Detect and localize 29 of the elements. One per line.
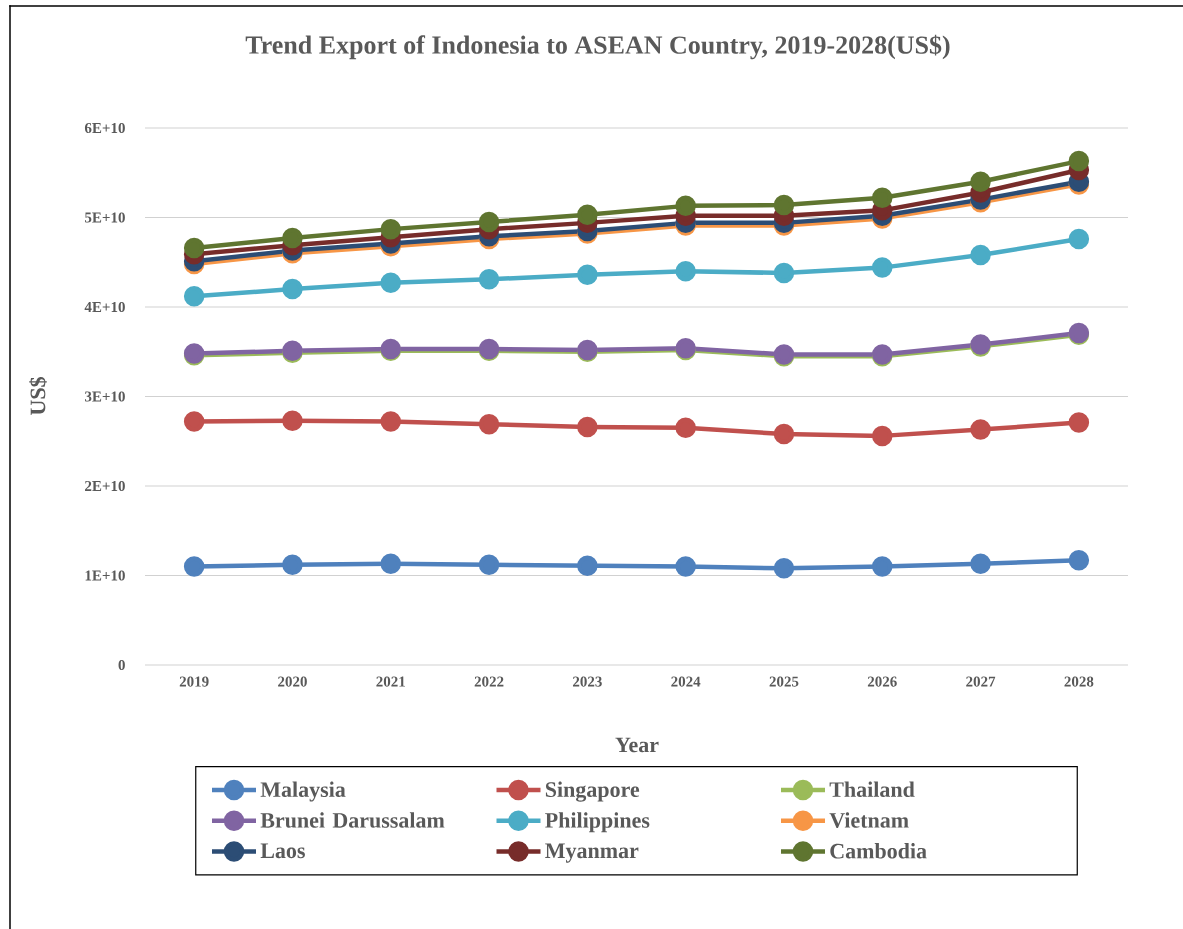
y-tick-label: 4E+10 (84, 301, 125, 313)
y-tick-label: 5E+10 (85, 212, 125, 223)
x-tick-label: 2023 (572, 676, 602, 687)
x-axis-title: Year (615, 737, 659, 753)
x-tick-label: 2025 (769, 676, 799, 687)
legend-label: Laos (260, 843, 305, 859)
x-tick-label: 2027 (966, 676, 996, 687)
legend-label: Thailand (829, 781, 915, 798)
y-axis-title: US$ (29, 377, 47, 416)
y-tick-label: 0 (118, 659, 125, 671)
y-tick-label: 6E+10 (84, 122, 125, 134)
y-tick-label: 2E+10 (85, 480, 125, 492)
chart-title: Trend Export of Indonesia to ASEAN Country, 2019-2028(US$) (245, 34, 950, 60)
legend-label: Malaysia (260, 781, 346, 802)
x-tick-label: 2028 (1064, 676, 1094, 687)
legend-label: Vietnam (829, 812, 909, 828)
x-tick-label: 2024 (671, 676, 701, 687)
x-tick-label: 2019 (179, 676, 209, 687)
legend-label: Cambodia (830, 843, 927, 859)
y-tick-label: 1E+10 (85, 570, 125, 581)
x-tick-label: 2026 (867, 676, 897, 687)
legend-label: Myanmar (545, 843, 639, 863)
x-tick-label: 2022 (474, 676, 504, 687)
x-tick-label: 2021 (376, 676, 405, 687)
legend-label: Brunei Darussalam (260, 812, 445, 828)
x-tick-label: 2020 (278, 676, 307, 687)
legend-label: Philippines (545, 812, 650, 833)
legend-label: Singapore (545, 781, 640, 802)
y-tick-label: 3E+10 (84, 391, 125, 402)
